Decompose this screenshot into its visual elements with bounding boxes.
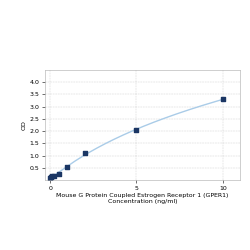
Point — [221, 97, 225, 101]
X-axis label: Mouse G Protein Coupled Estrogen Receptor 1 (GPER1)
Concentration (ng/ml): Mouse G Protein Coupled Estrogen Recepto… — [56, 193, 229, 204]
Point — [57, 172, 61, 176]
Point — [66, 164, 70, 168]
Point — [134, 128, 138, 132]
Point — [83, 151, 87, 155]
Point — [48, 176, 52, 180]
Point — [52, 174, 56, 178]
Point — [49, 175, 53, 179]
Point — [50, 174, 54, 178]
Y-axis label: OD: OD — [22, 120, 27, 130]
